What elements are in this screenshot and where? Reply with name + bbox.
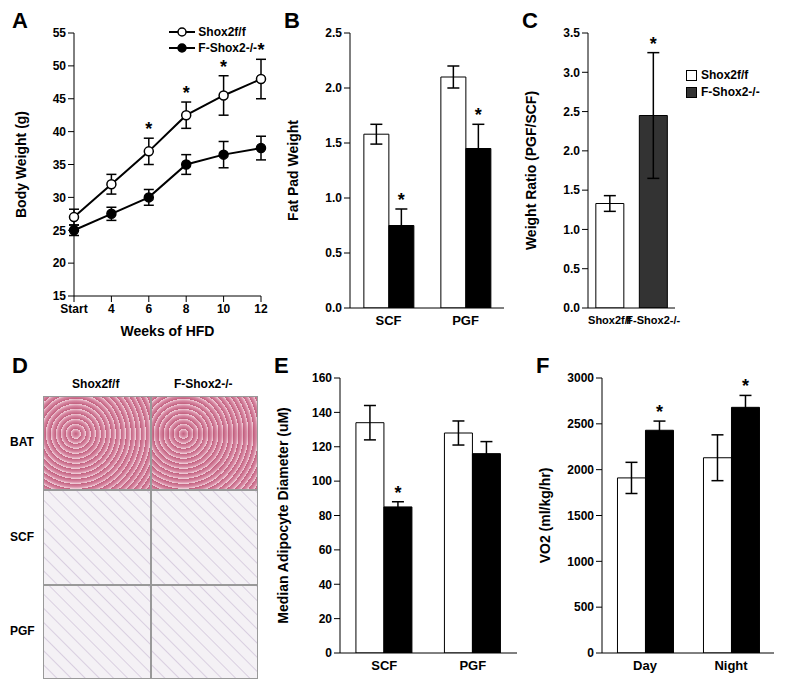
- svg-text:50: 50: [53, 59, 67, 73]
- html-text:PGF: PGF: [10, 623, 35, 638]
- html-text:D: D: [12, 353, 28, 378]
- svg-text:*: *: [475, 105, 482, 125]
- html-text:Shox2f/f: Shox2f/f: [72, 377, 120, 391]
- svg-text:F-Shox2-/-: F-Shox2-/-: [626, 314, 680, 326]
- svg-text:PGF: PGF: [452, 313, 479, 328]
- svg-text:3000: 3000: [567, 371, 594, 385]
- svg-text:2.0: 2.0: [325, 81, 342, 95]
- html-text:F-Shox2-/-: F-Shox2-/-: [198, 41, 257, 55]
- svg-text:Night: Night: [714, 658, 748, 673]
- svg-text:1.0: 1.0: [563, 223, 580, 237]
- html-text:B: B: [284, 8, 300, 33]
- svg-text:12: 12: [254, 302, 268, 316]
- svg-text:1.5: 1.5: [563, 183, 580, 197]
- svg-text:3.0: 3.0: [563, 66, 580, 80]
- svg-text:4: 4: [108, 302, 115, 316]
- svg-text:160: 160: [312, 371, 332, 385]
- svg-text:100: 100: [312, 474, 332, 488]
- svg-text:0.0: 0.0: [563, 301, 580, 315]
- svg-text:25: 25: [53, 224, 67, 238]
- svg-text:Median Adipocyte Diameter (uM): Median Adipocyte Diameter (uM): [275, 407, 291, 624]
- svg-text:6: 6: [145, 302, 152, 316]
- svg-text:0.0: 0.0: [325, 301, 342, 315]
- svg-text:3.5: 3.5: [563, 26, 580, 40]
- svg-text:1.0: 1.0: [325, 191, 342, 205]
- svg-text:SCF: SCF: [371, 658, 397, 673]
- svg-text:VO2 (ml/kg/hr): VO2 (ml/kg/hr): [537, 468, 553, 564]
- svg-text:2500: 2500: [567, 417, 594, 431]
- svg-text:40: 40: [319, 578, 333, 592]
- svg-text:15: 15: [53, 289, 67, 303]
- svg-text:10: 10: [217, 302, 231, 316]
- html-text:F-Shox2-/-: F-Shox2-/-: [173, 377, 233, 391]
- svg-text:1000: 1000: [567, 555, 594, 569]
- svg-text:Body Weight (g): Body Weight (g): [13, 111, 29, 218]
- html-text:F-Shox2-/-: F-Shox2-/-: [701, 85, 760, 100]
- svg-text:30: 30: [53, 191, 67, 205]
- svg-text:*: *: [650, 34, 657, 54]
- svg-text:20: 20: [53, 256, 67, 270]
- svg-text:0.5: 0.5: [563, 262, 580, 276]
- svg-text:Weight Ratio (PGF/SCF): Weight Ratio (PGF/SCF): [523, 91, 539, 250]
- svg-text:*: *: [145, 119, 152, 139]
- svg-text:8: 8: [183, 302, 190, 316]
- svg-text:60: 60: [319, 543, 333, 557]
- svg-text:2.5: 2.5: [563, 105, 580, 119]
- svg-text:20: 20: [319, 612, 333, 626]
- svg-text:Start: Start: [60, 302, 87, 316]
- svg-text:45: 45: [53, 92, 67, 106]
- svg-text:*: *: [742, 376, 749, 396]
- html-text:SCF: SCF: [10, 529, 34, 544]
- svg-text:55: 55: [53, 26, 67, 40]
- svg-text:2000: 2000: [567, 463, 594, 477]
- svg-text:1500: 1500: [567, 509, 594, 523]
- svg-text:SCF: SCF: [376, 313, 402, 328]
- html-text:F: F: [536, 353, 550, 378]
- svg-text:PGF: PGF: [459, 658, 486, 673]
- svg-text:Fat Pad Weight: Fat Pad Weight: [285, 120, 301, 221]
- svg-text:500: 500: [574, 600, 594, 614]
- svg-text:35: 35: [53, 158, 67, 172]
- svg-text:*: *: [257, 40, 264, 60]
- svg-text:0.5: 0.5: [325, 246, 342, 260]
- svg-text:*: *: [183, 83, 190, 103]
- svg-text:*: *: [220, 57, 227, 77]
- svg-text:1.5: 1.5: [325, 136, 342, 150]
- svg-text:*: *: [398, 190, 405, 210]
- svg-text:80: 80: [319, 509, 333, 523]
- svg-text:Weeks of HFD: Weeks of HFD: [121, 323, 215, 339]
- svg-text:Day: Day: [633, 658, 658, 673]
- html-text:E: E: [274, 353, 289, 378]
- svg-text:2.5: 2.5: [325, 26, 342, 40]
- html-text:BAT: BAT: [10, 435, 34, 450]
- svg-text:*: *: [394, 483, 401, 503]
- html-text:C: C: [522, 8, 538, 33]
- svg-text:0: 0: [587, 646, 594, 660]
- svg-text:2.0: 2.0: [563, 144, 580, 158]
- html-text:Shox2f/f: Shox2f/f: [198, 25, 246, 39]
- svg-text:Shox2f/f: Shox2f/f: [588, 314, 632, 326]
- svg-text:40: 40: [53, 125, 67, 139]
- svg-text:120: 120: [312, 440, 332, 454]
- svg-text:0: 0: [325, 646, 332, 660]
- svg-text:140: 140: [312, 406, 332, 420]
- html-text:Shox2f/f: Shox2f/f: [701, 68, 749, 83]
- svg-text:*: *: [656, 402, 663, 422]
- html-text:A: A: [12, 8, 28, 33]
